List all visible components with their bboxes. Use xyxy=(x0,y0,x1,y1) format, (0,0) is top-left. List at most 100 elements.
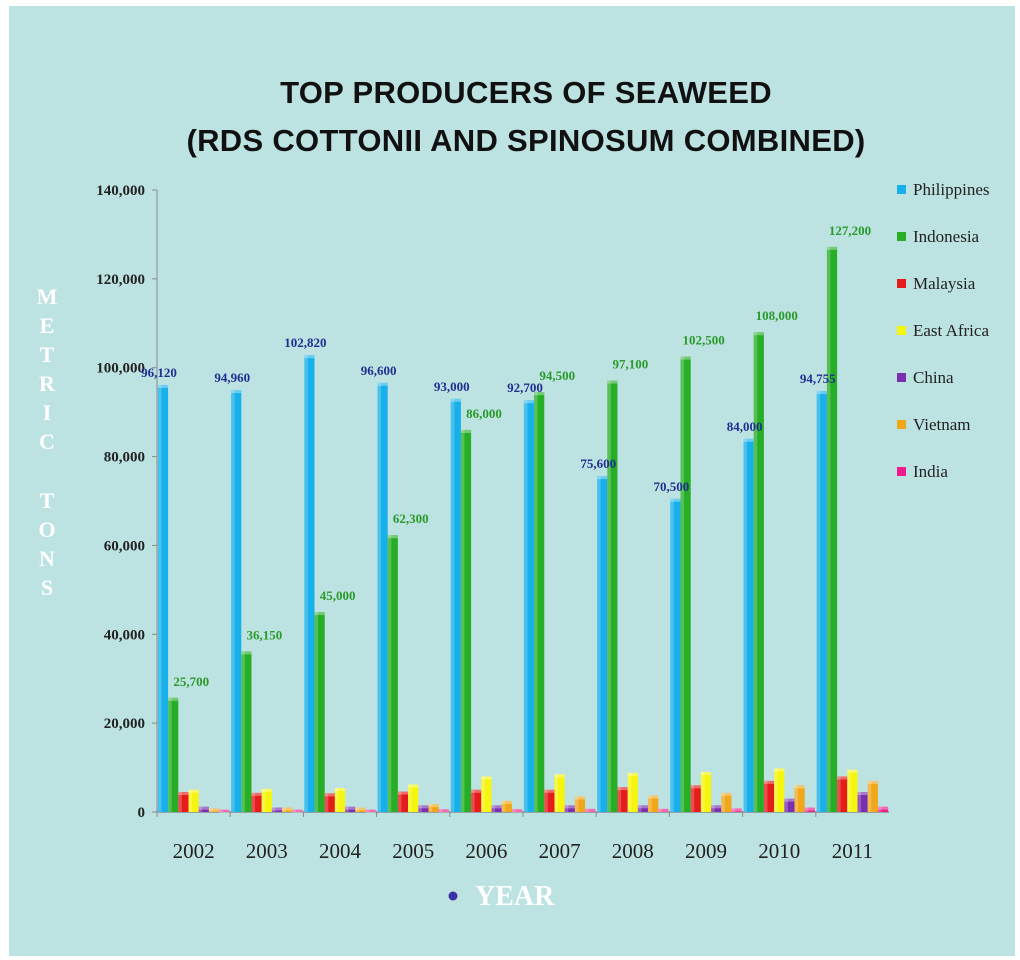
bar-body xyxy=(585,808,596,812)
bar-china xyxy=(491,805,502,812)
bar-malaysia xyxy=(471,789,482,812)
bar-top xyxy=(231,390,242,394)
bar-top xyxy=(314,612,325,616)
bar-indonesia xyxy=(753,332,764,812)
bar-philippines xyxy=(523,400,535,812)
bar-highlight xyxy=(826,246,831,812)
bar-highlight xyxy=(334,788,339,812)
bar-top xyxy=(377,382,388,386)
bar-top xyxy=(574,796,586,800)
bar-east-africa xyxy=(627,772,638,812)
bar-body xyxy=(690,785,701,812)
bar-top xyxy=(763,780,775,784)
bar-body xyxy=(241,651,252,812)
bar-philippines xyxy=(157,384,169,812)
bar-india xyxy=(365,809,376,813)
y-tick-label: 40,000 xyxy=(104,627,145,643)
bar-top xyxy=(345,806,356,810)
bar-highlight xyxy=(397,791,402,812)
legend-label: East Africa xyxy=(913,321,989,340)
bar-body xyxy=(826,246,838,812)
x-tick-label: 2005 xyxy=(392,839,434,863)
legend-swatch xyxy=(897,420,906,429)
bar-body xyxy=(188,789,199,812)
bar-body xyxy=(261,788,272,812)
bar-top xyxy=(334,788,346,792)
bar-top xyxy=(471,789,482,793)
bar-highlight xyxy=(574,796,579,812)
bar-body xyxy=(523,400,535,812)
bar-east-africa xyxy=(408,784,419,812)
legend-label: Philippines xyxy=(913,180,990,199)
bar-top xyxy=(680,356,691,360)
bar-india xyxy=(292,809,303,813)
bar-top xyxy=(690,785,701,789)
x-tick-label: 2009 xyxy=(685,839,727,863)
bar-highlight xyxy=(721,792,725,812)
bar-highlight xyxy=(471,789,475,812)
bar-top xyxy=(670,498,681,502)
bar-indonesia xyxy=(241,651,252,812)
bar-highlight xyxy=(554,774,559,812)
bar-body xyxy=(544,789,555,812)
data-label-philippines: 84,000 xyxy=(727,419,763,434)
bar-highlight xyxy=(597,476,601,812)
bar-top xyxy=(365,809,376,813)
bar-india xyxy=(511,809,523,813)
bar-body xyxy=(564,805,575,812)
bar-highlight xyxy=(753,332,758,812)
bar-vietnam xyxy=(208,808,220,812)
bar-body xyxy=(804,807,815,812)
bar-top xyxy=(271,807,283,811)
data-label-philippines: 96,600 xyxy=(361,363,397,378)
bar-top xyxy=(157,384,169,388)
bar-east-africa xyxy=(261,788,272,812)
bar-philippines xyxy=(743,438,754,812)
bar-body xyxy=(648,795,659,812)
bar-highlight xyxy=(607,380,611,812)
bar-china xyxy=(637,805,649,812)
bar-highlight xyxy=(324,793,329,812)
bar-top xyxy=(241,651,252,655)
bar-top xyxy=(816,391,827,395)
bar-vietnam xyxy=(574,796,586,812)
bar-indonesia xyxy=(826,246,838,812)
bar-malaysia xyxy=(397,791,409,812)
data-label-philippines: 93,000 xyxy=(434,379,470,394)
data-label-indonesia: 97,100 xyxy=(613,357,649,372)
bar-highlight xyxy=(188,789,193,812)
bar-body xyxy=(637,805,649,812)
bar-highlight xyxy=(345,806,349,812)
bar-body xyxy=(208,808,220,812)
bar-vietnam xyxy=(794,785,805,812)
bar-highlight xyxy=(219,809,223,812)
bar-highlight xyxy=(282,807,286,812)
bar-malaysia xyxy=(763,780,775,812)
bar-philippines xyxy=(450,398,461,812)
bar-body xyxy=(607,380,618,812)
data-label-indonesia: 108,000 xyxy=(756,308,798,323)
bar-vietnam xyxy=(428,804,439,812)
bar-body xyxy=(774,768,785,812)
bar-vietnam xyxy=(648,795,659,812)
bar-india xyxy=(658,808,669,812)
legend-item: India xyxy=(897,462,948,481)
bar-highlight xyxy=(743,438,748,812)
bar-highlight xyxy=(481,776,485,812)
data-label-philippines: 94,960 xyxy=(214,370,250,385)
y-tick-label: 20,000 xyxy=(104,716,145,732)
bar-highlight xyxy=(585,808,589,812)
bar-east-africa xyxy=(188,789,199,812)
bar-top xyxy=(637,805,649,809)
bar-east-africa xyxy=(700,772,712,812)
bar-body xyxy=(292,809,303,812)
bar-highlight xyxy=(857,792,862,812)
bar-highlight xyxy=(837,776,841,812)
bar-body xyxy=(450,398,461,812)
bar-top xyxy=(544,789,555,793)
bar-highlight xyxy=(564,805,569,812)
bar-india xyxy=(804,807,815,812)
bar-top xyxy=(784,798,795,802)
bar-top xyxy=(607,380,618,384)
bar-chart: TOP PRODUCERS OF SEAWEED (RDS COTTONII A… xyxy=(37,75,990,912)
